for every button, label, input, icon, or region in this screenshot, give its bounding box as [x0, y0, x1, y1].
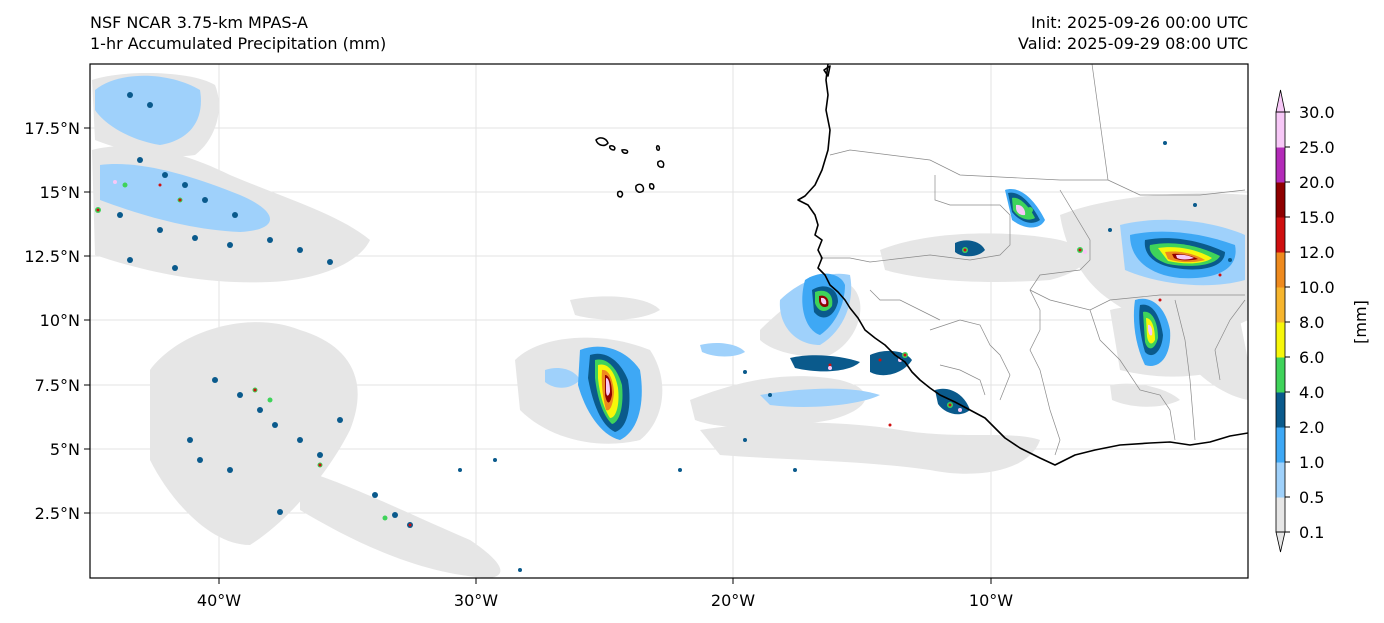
colorbar-level-label: 0.1: [1299, 523, 1324, 542]
model-title: NSF NCAR 3.75-km MPAS-A: [90, 13, 308, 32]
lon-axis: 40°W 30°W 20°W 10°W: [197, 578, 1013, 610]
colorbar-level-label: 2.0: [1299, 418, 1324, 437]
init-time: Init: 2025-09-26 00:00 UTC: [1030, 13, 1248, 32]
valid-time: Valid: 2025-09-29 08:00 UTC: [1017, 34, 1248, 53]
country-borders: [820, 64, 1246, 456]
colorbar-bin: [1276, 357, 1285, 393]
colorbar-level-label: 8.0: [1299, 313, 1324, 332]
convective-cells: [95, 92, 1232, 572]
colorbar-bin: [1276, 252, 1285, 288]
colorbar-bin: [1276, 147, 1285, 183]
map-frame: [89, 63, 1249, 579]
colorbar-level-label: 6.0: [1299, 348, 1324, 367]
colorbar-bin: [1276, 497, 1285, 533]
field-title: 1-hr Accumulated Precipitation (mm): [90, 34, 387, 53]
lon-tick-label: 10°W: [969, 591, 1013, 610]
lat-tick-label: 2.5°N: [35, 504, 80, 523]
coastline: [797, 64, 1248, 466]
colorbar-level-label: 12.0: [1299, 243, 1335, 262]
lat-tick-label: 10°N: [40, 311, 80, 330]
colorbar-bin: [1276, 182, 1285, 218]
colorbar-bin: [1276, 217, 1285, 253]
colorbar-bin: [1276, 287, 1285, 323]
colorbar-level-label: 30.0: [1299, 103, 1335, 122]
colorbar-level-label: 0.5: [1299, 488, 1324, 507]
lat-tick-label: 5°N: [50, 440, 80, 459]
lat-tick-label: 12.5°N: [24, 247, 80, 266]
colorbar-unit-label: [mm]: [1351, 300, 1370, 344]
colorbar-bin: [1276, 392, 1285, 428]
colorbar-level-label: 15.0: [1299, 208, 1335, 227]
colorbar-level-label: 25.0: [1299, 138, 1335, 157]
lon-tick-label: 30°W: [454, 591, 498, 610]
lat-tick-label: 7.5°N: [35, 376, 80, 395]
colorbar-bin: [1276, 427, 1285, 463]
colorbar-level-label: 4.0: [1299, 383, 1324, 402]
title-block: NSF NCAR 3.75-km MPAS-A 1-hr Accumulated…: [90, 12, 386, 54]
time-block: Init: 2025-09-26 00:00 UTC Valid: 2025-0…: [1018, 12, 1248, 54]
colorbar-extend-max: [1275, 89, 1286, 113]
colorbar-level-label: 10.0: [1299, 278, 1335, 297]
colorbar-level-label: 20.0: [1299, 173, 1335, 192]
colorbar: 0.1 0.5 1.0 2.0 4.0 6.0 8.0 10.0 12.0 15.0 20.0 25.…: [1275, 89, 1335, 553]
lat-tick-label: 15°N: [40, 183, 80, 202]
lat-tick-label: 17.5°N: [24, 119, 80, 138]
colorbar-bin: [1276, 462, 1285, 498]
colorbar-bin: [1276, 322, 1285, 358]
map-content: [90, 64, 1248, 578]
lon-tick-label: 20°W: [711, 591, 755, 610]
lon-tick-label: 40°W: [197, 591, 241, 610]
cape-verde-islands: [595, 137, 665, 198]
colorbar-bin: [1276, 112, 1285, 148]
lat-axis: 17.5°N 15°N 12.5°N 10°N 7.5°N 5°N 2.5°N: [24, 119, 90, 523]
precip-30mm-areas: [606, 204, 1194, 396]
colorbar-level-label: 1.0: [1299, 453, 1324, 472]
colorbar-extend-min: [1275, 531, 1286, 553]
